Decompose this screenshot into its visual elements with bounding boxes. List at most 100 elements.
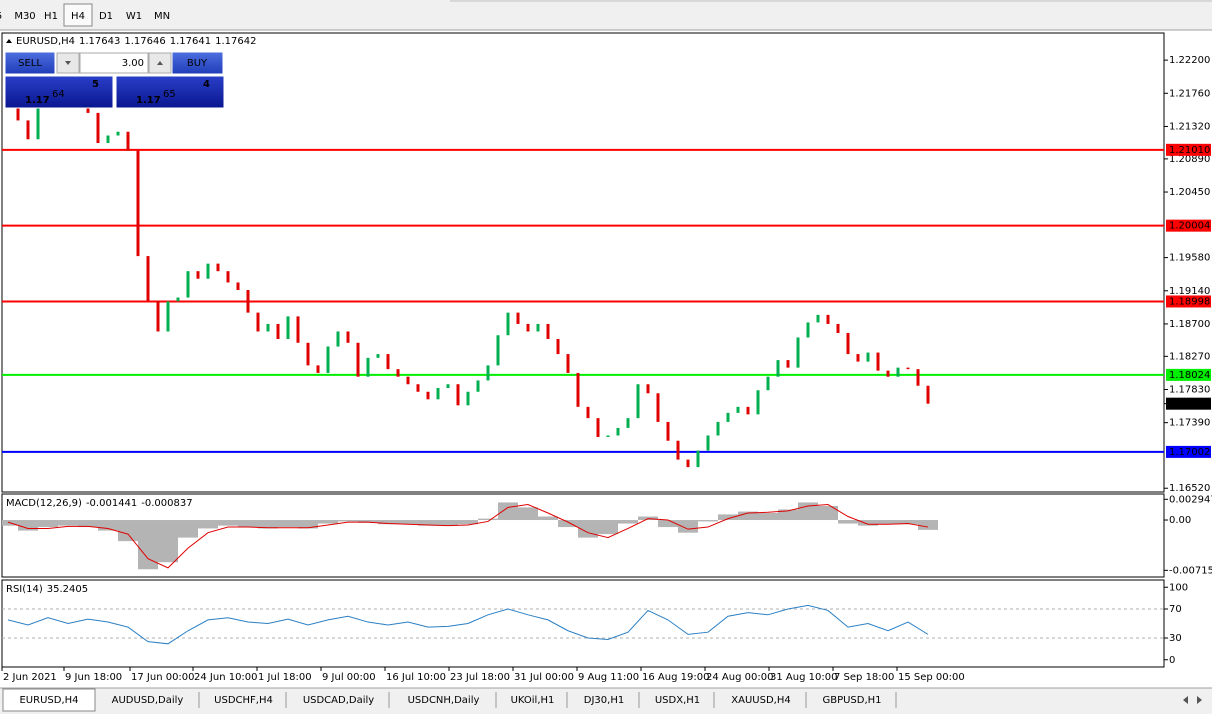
candle <box>286 316 290 339</box>
candle <box>146 256 150 302</box>
candle <box>96 112 100 144</box>
tab[interactable]: EURUSD,H4 <box>19 695 78 706</box>
tab-scroll-right[interactable] <box>1197 696 1202 704</box>
level-label-bg <box>1166 295 1211 308</box>
price-box[interactable] <box>4 75 114 109</box>
x-tick-label: 16 Jul 10:00 <box>386 672 446 683</box>
candle <box>846 332 850 355</box>
macd-bar <box>918 520 938 530</box>
overlay: 5 M30 H1 H4 D1 W1 MN 1.22200 1.21760 1.21320 1.208… <box>0 3 1212 712</box>
tab[interactable]: USDCAD,Daily <box>303 695 374 706</box>
tab[interactable]: GBPUSD,H1 <box>822 695 881 706</box>
candle <box>646 384 650 394</box>
candle <box>106 135 110 144</box>
price-big-figure: 1.17 <box>25 95 50 106</box>
tab[interactable]: UKOil,H1 <box>511 695 555 706</box>
candle <box>926 385 930 404</box>
tab[interactable]: USDCHF,H4 <box>214 695 273 706</box>
timeframe-button[interactable]: D1 <box>99 11 113 22</box>
candle <box>496 335 500 366</box>
candle <box>476 380 480 392</box>
candle <box>906 367 910 370</box>
indicator-name: RSI(14) <box>6 584 43 595</box>
macd-bar <box>398 520 418 525</box>
buy-label: BUY <box>187 58 208 69</box>
candle <box>696 450 700 468</box>
macd-bar <box>538 516 558 521</box>
timeframe-button[interactable]: MN <box>154 11 170 22</box>
x-tick-label: 9 Aug 11:00 <box>578 672 639 683</box>
y-tick-label: 1.17390 <box>1169 418 1210 429</box>
candle <box>806 322 810 338</box>
candle <box>426 391 430 400</box>
timeframe-button[interactable]: 5 <box>0 11 2 22</box>
candle <box>156 301 160 332</box>
macd-bar <box>238 520 258 528</box>
macd-plot <box>2 502 938 570</box>
indicator-header: RSI(14) 35.2405 <box>6 584 88 595</box>
candle <box>16 105 20 121</box>
candle <box>516 312 520 324</box>
tab[interactable]: XAUUSD,H4 <box>731 695 790 706</box>
symbol: EURUSD,H4 <box>16 36 75 47</box>
y-tick-label: 1.19140 <box>1169 286 1210 297</box>
tab[interactable]: AUDUSD,Daily <box>112 695 184 706</box>
lot-field[interactable] <box>79 52 149 74</box>
candle <box>786 360 790 368</box>
candle <box>216 263 220 272</box>
y-tick-label: 1.20890 <box>1169 154 1210 165</box>
candle <box>376 354 380 358</box>
price-fraction: 5 <box>92 79 99 90</box>
candle <box>416 384 420 392</box>
timeframe-button[interactable]: H4 <box>71 11 85 22</box>
macd-bar <box>298 520 318 529</box>
last-price-bg <box>1166 397 1211 410</box>
timeframe-button[interactable]: H1 <box>44 11 58 22</box>
buy-button[interactable] <box>171 51 224 75</box>
tab-bar <box>0 688 1212 714</box>
tab[interactable]: DJ30,H1 <box>584 695 624 706</box>
macd-bar <box>218 520 238 526</box>
sell-button[interactable] <box>4 51 56 75</box>
lot-value: 3.00 <box>122 58 144 69</box>
candle <box>876 352 880 371</box>
y-tick-label: 1.18270 <box>1169 351 1210 362</box>
macd-bar <box>358 520 378 523</box>
candle <box>246 290 250 313</box>
x-tick-label: 9 Jun 18:00 <box>65 672 122 683</box>
candle <box>766 376 770 391</box>
lot-down-arrow <box>65 61 71 65</box>
tab[interactable]: USDX,H1 <box>655 695 700 706</box>
y-tick-label: 0.00 <box>1169 515 1191 526</box>
candle <box>826 314 830 324</box>
y-tick-label: 1.16520 <box>1169 483 1210 494</box>
macd-bar <box>518 507 538 521</box>
level-label: 1.18998 <box>1169 296 1210 307</box>
candle <box>386 354 390 370</box>
tab[interactable]: USDCNH,Daily <box>408 695 480 706</box>
indicator-header: MACD(12,26,9) -0.001441 -0.000837 <box>6 498 193 509</box>
candle <box>136 150 140 257</box>
timeframe-button[interactable]: W1 <box>126 11 142 22</box>
tab-scroll-left[interactable] <box>1183 696 1188 704</box>
macd-bar <box>38 520 58 528</box>
candle <box>526 323 530 332</box>
x-tick-label: 7 Sep 18:00 <box>834 672 894 683</box>
macd-bar <box>478 518 498 521</box>
indicator-name: MACD(12,26,9) <box>6 498 82 509</box>
candle <box>726 412 730 422</box>
candle <box>656 393 660 422</box>
macd-bar <box>818 505 838 521</box>
level-label: 1.21010 <box>1169 145 1210 156</box>
price-box[interactable] <box>115 75 225 109</box>
macd-bar <box>758 512 778 521</box>
timeframe-button[interactable]: M30 <box>14 11 35 22</box>
y-tick-label: 0.002947 <box>1169 494 1212 505</box>
macd-bar <box>338 520 358 522</box>
candle <box>886 370 890 377</box>
candle <box>666 421 670 441</box>
y-tick-label: 1.21760 <box>1169 88 1210 99</box>
main-panel <box>1 32 1165 493</box>
y-tick-label: 0 <box>1169 655 1175 666</box>
candle <box>176 297 180 302</box>
